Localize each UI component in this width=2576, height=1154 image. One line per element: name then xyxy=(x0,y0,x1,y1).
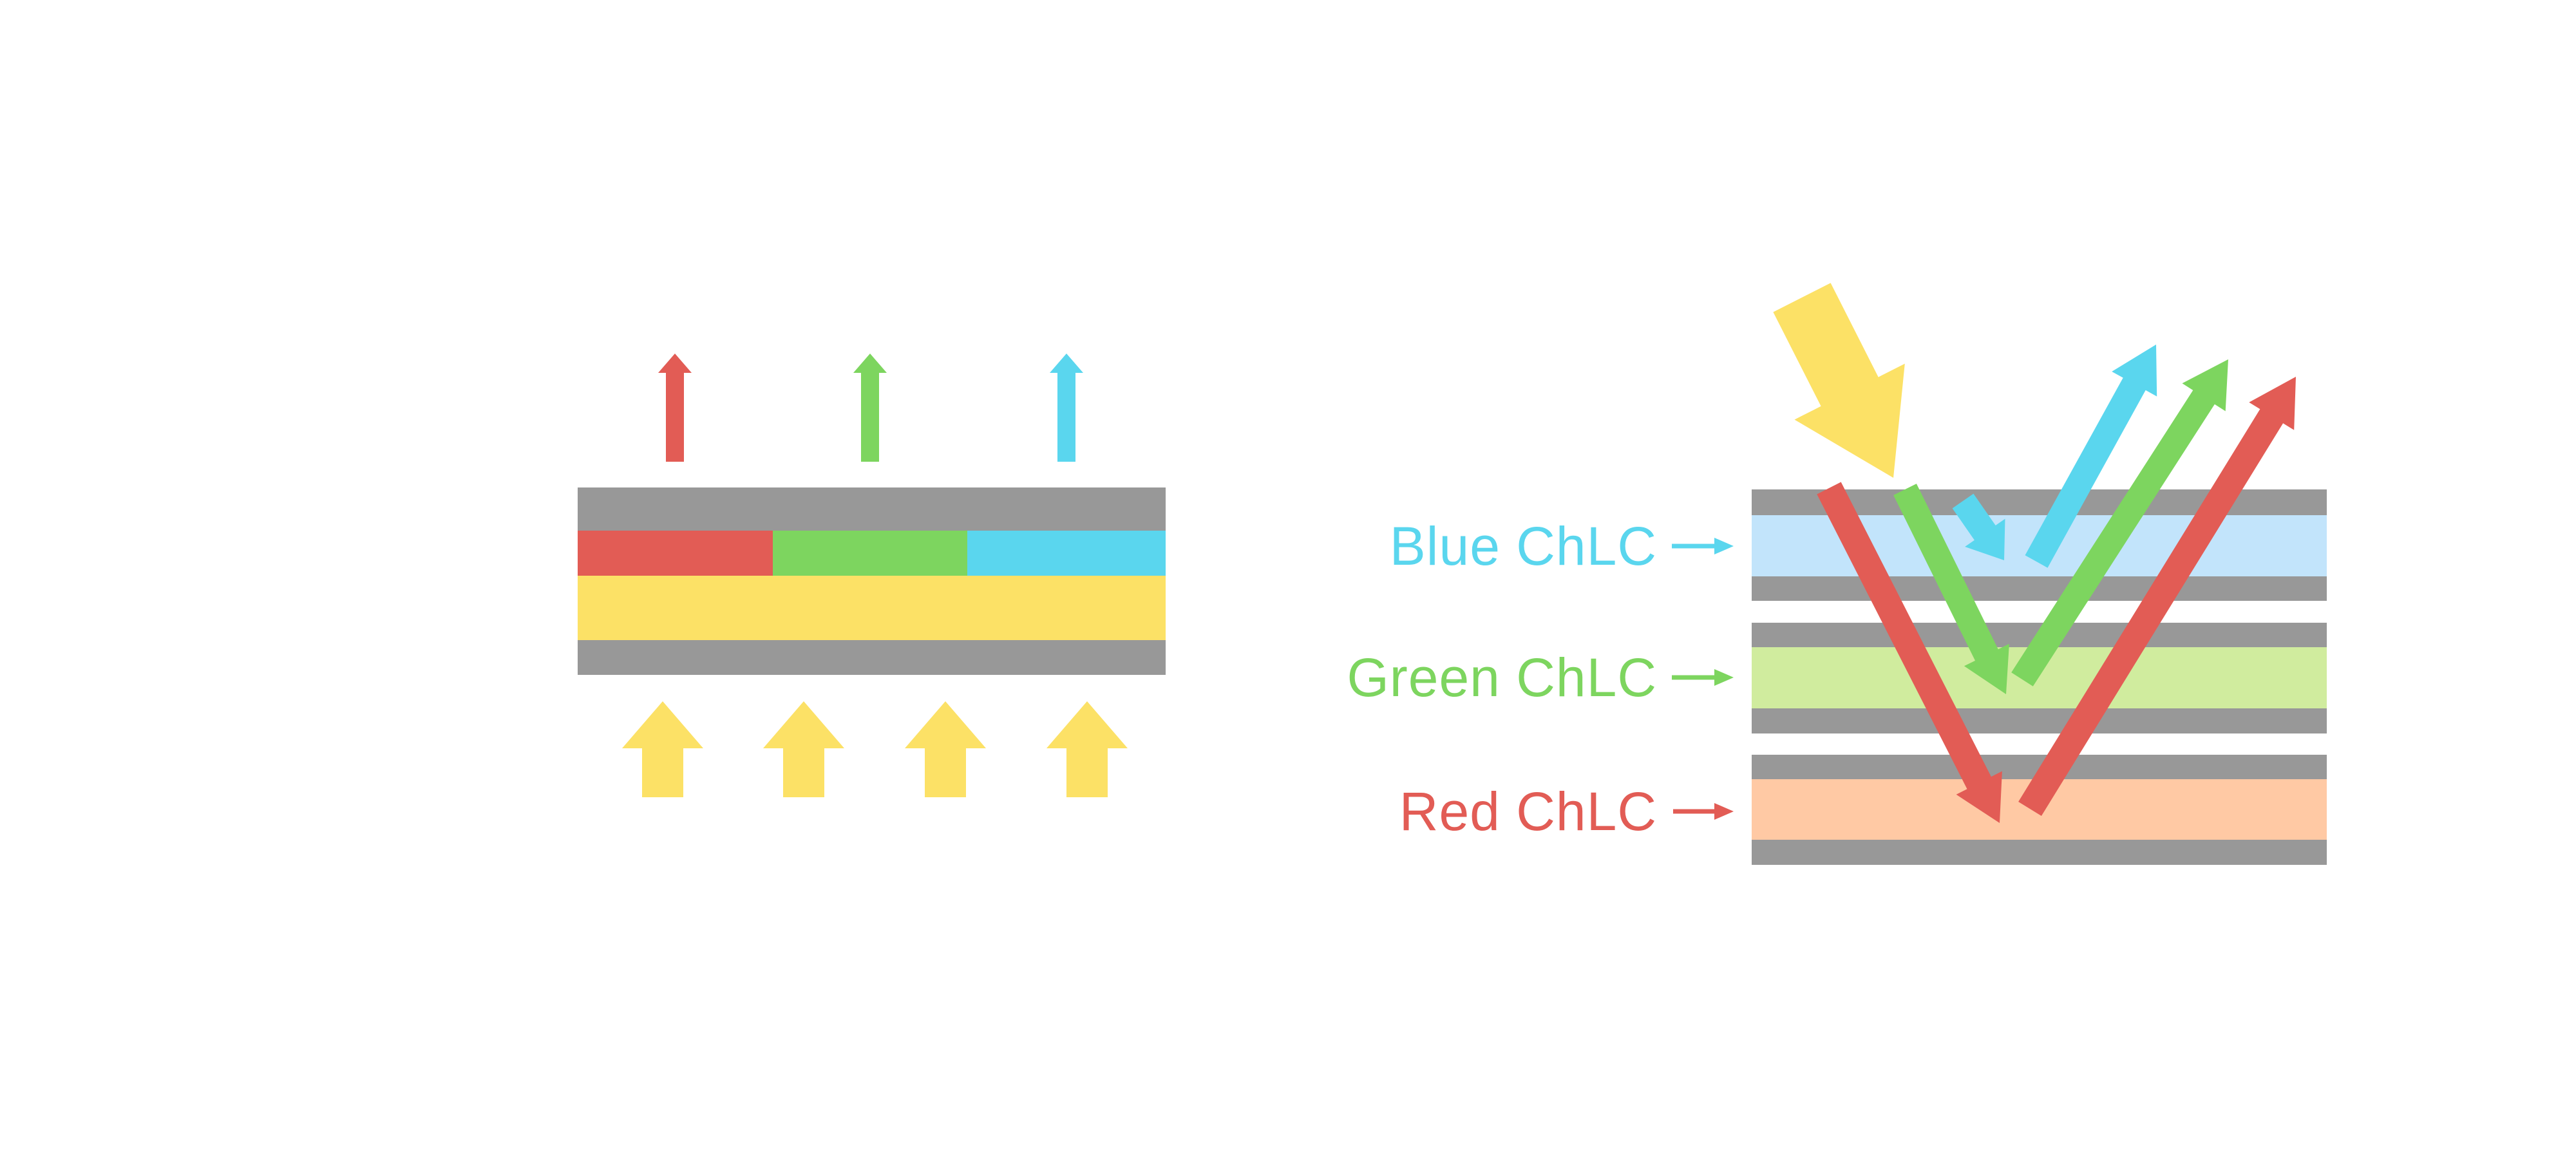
left-backlight-layer xyxy=(578,576,1166,640)
left-bottom-substrate xyxy=(578,640,1166,675)
blue-chlc-label: Blue ChLC xyxy=(1390,516,1657,576)
backlight-arrow-4 xyxy=(1046,701,1128,797)
red-reflected-arrow xyxy=(2018,377,2296,816)
green-reflected-arrow xyxy=(2011,359,2228,686)
red-label-pointer-arrow xyxy=(1673,803,1734,820)
red-chlc-label: Red ChLC xyxy=(1399,781,1657,842)
green-panel-bottom-substrate xyxy=(1752,708,2327,733)
cyan-reflected-arrow xyxy=(2025,345,2157,568)
green-chlc-label: Green ChLC xyxy=(1347,647,1657,708)
left-red-segment xyxy=(578,531,773,576)
left-red-output-arrow xyxy=(658,354,692,462)
blue-label-pointer-arrow xyxy=(1672,538,1734,554)
red-transmitted-arrow xyxy=(1817,482,2002,823)
red-panel-bottom-substrate xyxy=(1752,840,2327,865)
backlight-arrow-2 xyxy=(763,701,844,797)
blue-panel-bottom-substrate xyxy=(1752,576,2327,601)
left-slab-layers xyxy=(578,487,1166,675)
left-display-stack-diagram xyxy=(578,354,1166,797)
chlc-ray-arrows xyxy=(1773,283,2296,823)
green-label-pointer-arrow xyxy=(1672,669,1734,686)
green-transmitted-arrow xyxy=(1893,484,2009,694)
left-light-arrows xyxy=(622,354,1128,797)
left-green-output-arrow xyxy=(853,354,887,462)
incident-light-arrow xyxy=(1773,283,1905,478)
cyan-incident-arrow xyxy=(1952,493,2005,560)
backlight-arrow-3 xyxy=(905,701,986,797)
left-cyan-segment xyxy=(967,531,1166,576)
backlight-arrow-1 xyxy=(622,701,703,797)
left-green-segment xyxy=(773,531,967,576)
right-chlc-panel-diagram: Blue ChLC Green ChLC Red ChLC xyxy=(1347,283,2327,865)
label-pointer-arrows xyxy=(1672,538,1734,820)
left-top-substrate xyxy=(578,487,1166,531)
left-cyan-output-arrow xyxy=(1050,354,1083,462)
chlc-layer-labels: Blue ChLC Green ChLC Red ChLC xyxy=(1347,516,1657,842)
